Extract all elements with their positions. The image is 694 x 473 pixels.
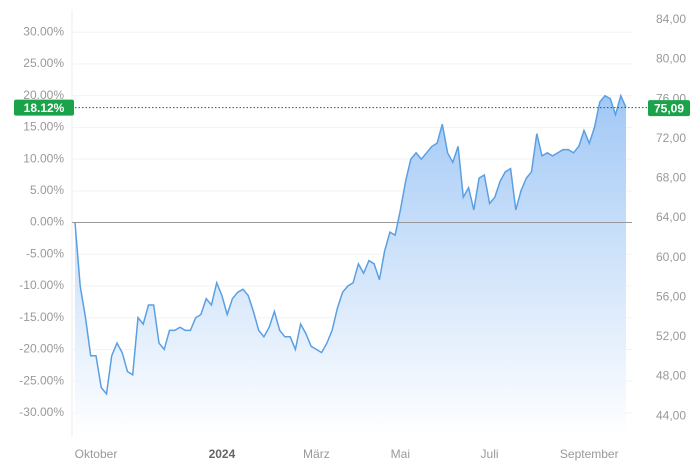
x-tick-label: Oktober	[75, 447, 118, 461]
current-price-badge	[648, 100, 690, 117]
y-tick-label: -15.00%	[19, 310, 64, 324]
current-price-label: 75,09	[654, 101, 684, 115]
y2-tick-label: 84,00	[656, 12, 686, 26]
y-tick-label: -30.00%	[19, 405, 64, 419]
y-tick-label: 0.00%	[30, 215, 64, 229]
price-line	[74, 93, 627, 396]
y2-tick-label: 64,00	[656, 210, 686, 224]
y2-tick-label: 72,00	[656, 131, 686, 145]
y-tick-label: 15.00%	[23, 120, 64, 134]
y-tick-label: 20.00%	[23, 88, 64, 102]
y-tick-label: 5.00%	[30, 183, 64, 197]
y2-tick-label: 80,00	[656, 52, 686, 66]
y2-tick-label: 56,00	[656, 289, 686, 303]
x-tick-label: 2024	[209, 447, 236, 461]
y2-tick-label: 52,00	[656, 329, 686, 343]
x-tick-label: September	[560, 447, 619, 461]
y-tick-label: 10.00%	[23, 151, 64, 165]
y2-tick-label: 60,00	[656, 250, 686, 264]
current-percent-label: 18.12%	[24, 101, 65, 115]
y2-tick-label: 48,00	[656, 369, 686, 383]
x-tick-label: Juli	[481, 447, 499, 461]
y2-tick-label: 44,00	[656, 408, 686, 422]
current-percent-badge	[14, 99, 74, 116]
x-tick-label: Mai	[391, 447, 410, 461]
y-tick-label: -10.00%	[19, 278, 64, 292]
y-tick-label: 30.00%	[23, 24, 64, 38]
y-tick-label: 25.00%	[23, 56, 64, 70]
y2-tick-label: 68,00	[656, 171, 686, 185]
y-tick-label: -25.00%	[19, 373, 64, 387]
y-tick-label: -5.00%	[26, 246, 64, 260]
area-fill	[75, 95, 626, 437]
y-tick-label: -20.00%	[19, 342, 64, 356]
x-tick-label: März	[303, 447, 330, 461]
